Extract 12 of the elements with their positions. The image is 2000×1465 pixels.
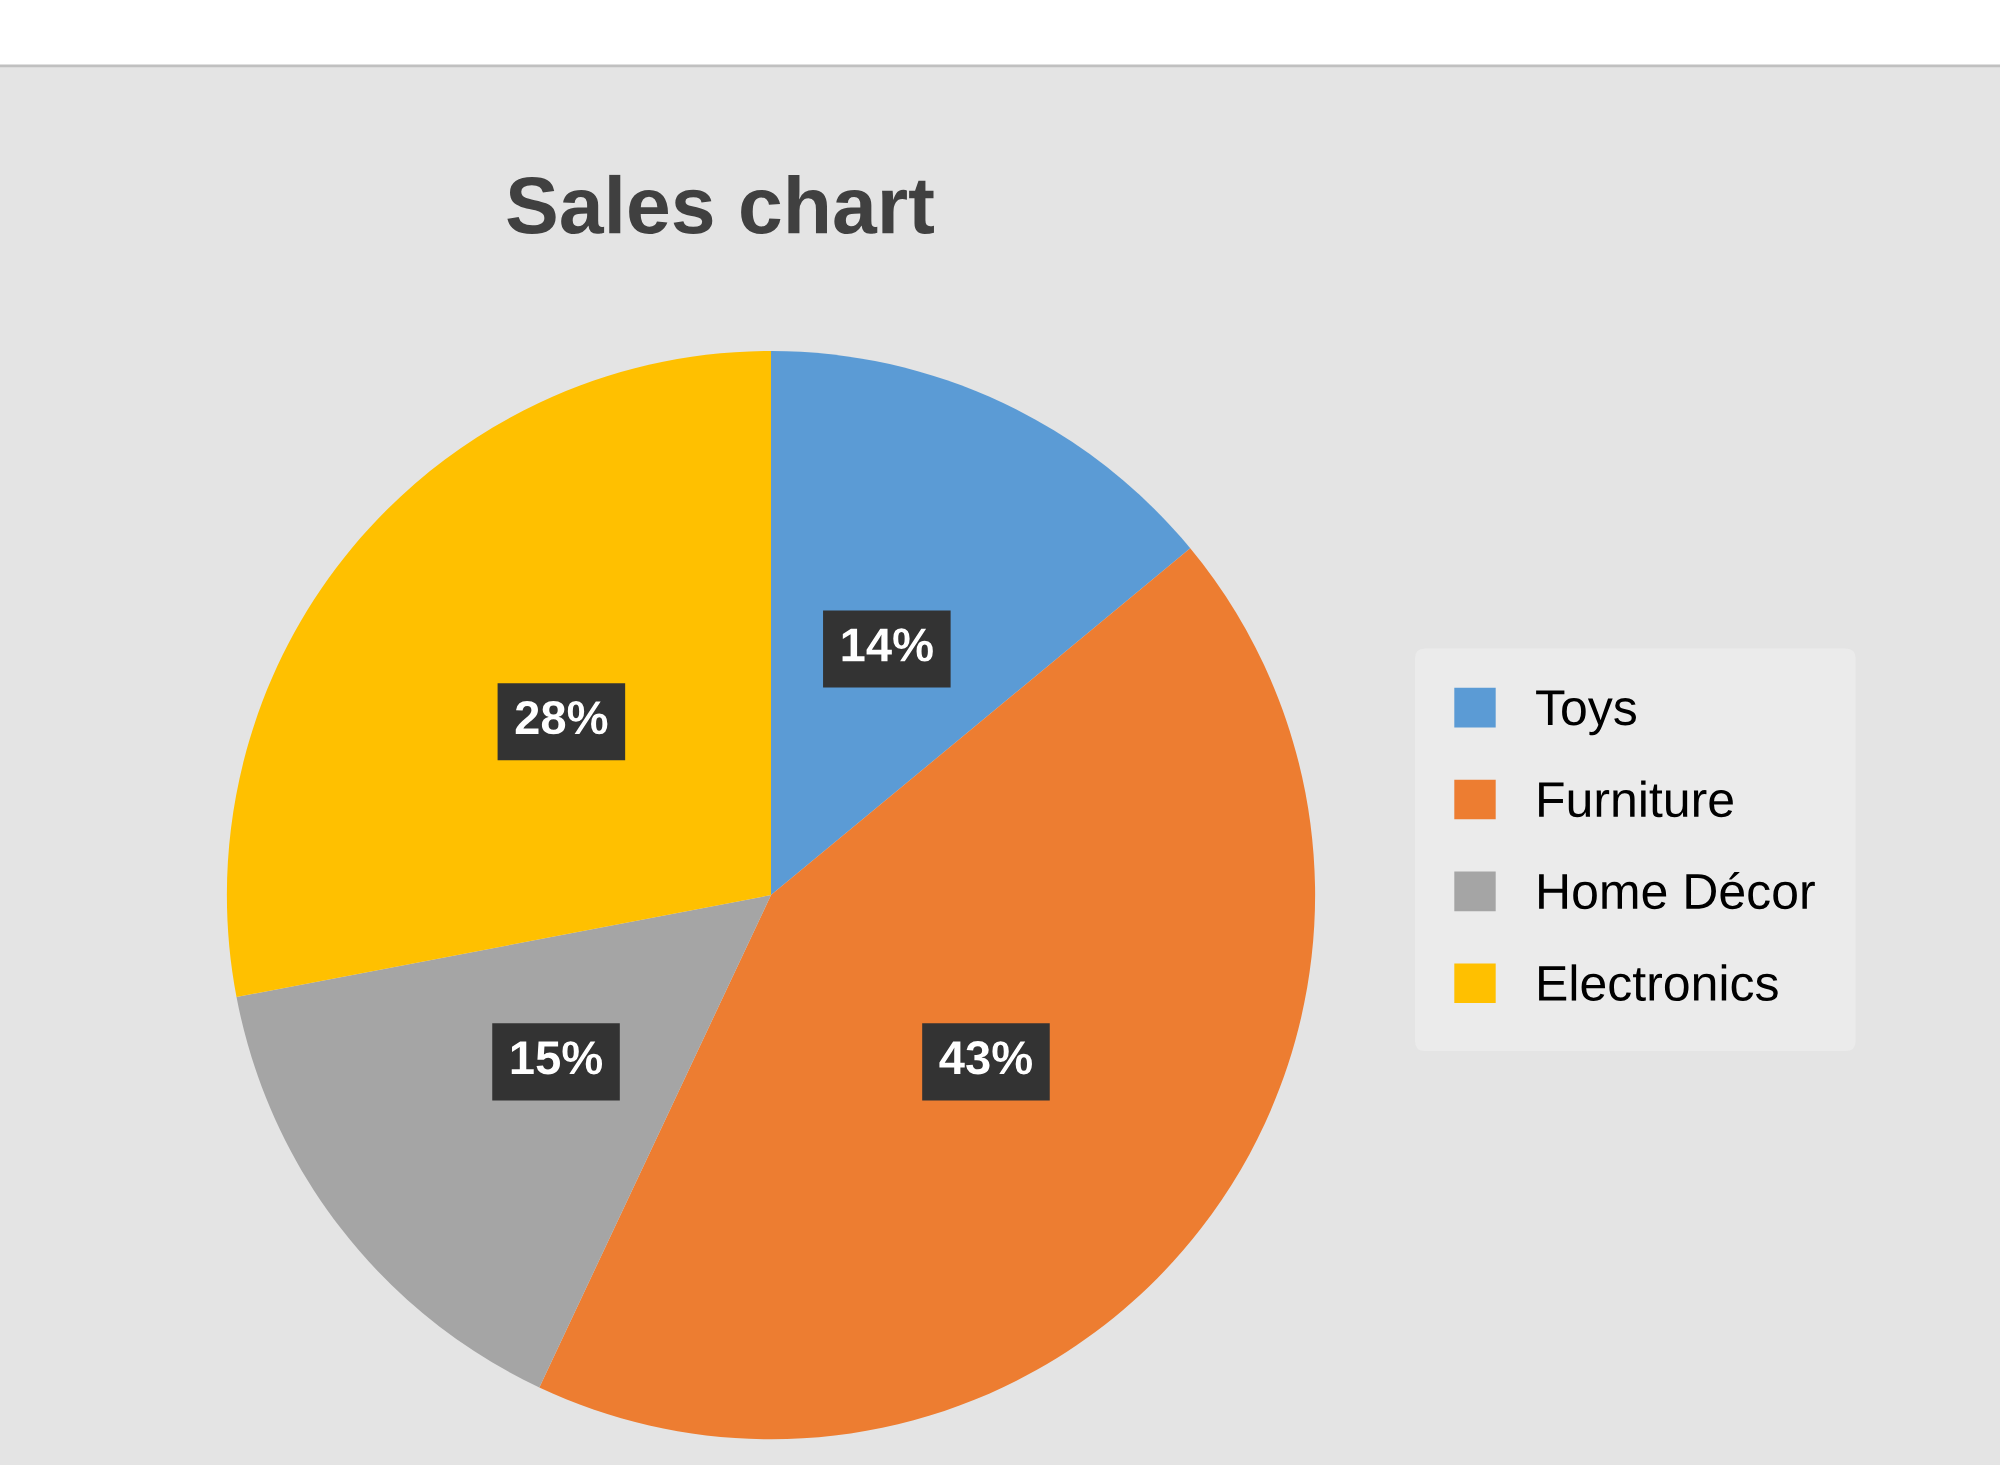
data-label: 15%: [511, 1041, 603, 1075]
pie-slice: [226, 351, 771, 998]
chart-title: Sales chart: [507, 174, 934, 235]
pie-slice: [236, 895, 771, 1388]
legend-label: Toys: [1536, 690, 1636, 736]
data-label: 28%: [515, 700, 608, 735]
legend-label: Electronics: [1539, 964, 1778, 1002]
pie-slice: [771, 351, 1191, 896]
legend-label: Home Décor: [1539, 871, 1815, 910]
legend-label: Furniture: [1539, 780, 1733, 818]
data-label: 14%: [842, 628, 933, 662]
data-label: 43%: [939, 1041, 1032, 1075]
